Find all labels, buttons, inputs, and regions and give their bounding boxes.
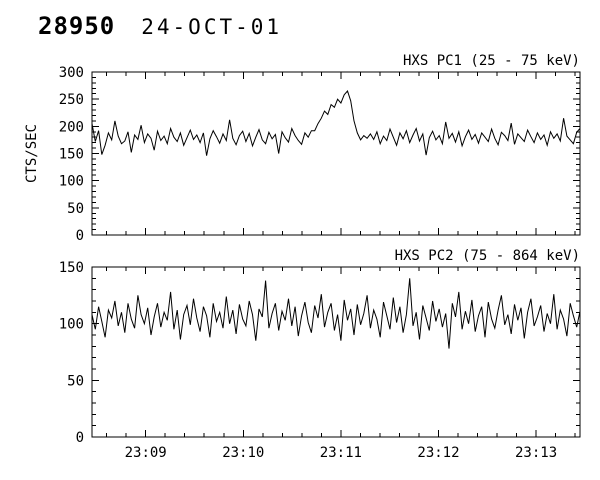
pc2-y-tick-label: 0: [76, 430, 84, 446]
pc2-panel: 0 50 100 150 23:09 23:10 23:11 23:12 23:13 HXS PC…: [59, 248, 581, 461]
plot-header: 28950 24-OCT-01: [38, 12, 282, 40]
x-tick-label: 23:09: [125, 445, 167, 461]
pc1-frame: [91, 71, 581, 236]
pc1-y-tick-label: 250: [59, 92, 84, 108]
pc1-title: HXS PC1 (25 - 75 keV): [403, 53, 580, 69]
event-number: 28950: [38, 12, 116, 40]
pc1-y-tick-label: 200: [59, 119, 84, 135]
pc1-trace: [91, 90, 581, 156]
pc2-title: HXS PC2 (75 - 864 keV): [395, 248, 580, 264]
x-tick-label: 23:12: [417, 445, 459, 461]
pc1-panel: 0 50 100 150 200 250 300 HXS PC1 (25 - 75 keV) C…: [24, 53, 581, 244]
x-tick-label: 23:13: [515, 445, 557, 461]
x-tick-label: 23:10: [222, 445, 264, 461]
pc1-y-tick-label: 300: [59, 65, 84, 81]
pc1-y-tick-label: 150: [59, 147, 84, 163]
pc1-y-tick-label: 100: [59, 174, 84, 190]
pc2-trace: [91, 278, 581, 349]
pc2-y-tick-label: 150: [59, 260, 84, 276]
pc2-y-tick-label: 50: [67, 373, 84, 389]
pc1-y-tick-label: 50: [67, 201, 84, 217]
pc2-frame: [91, 266, 581, 438]
x-tick-label: 23:11: [320, 445, 362, 461]
observation-date: 24-OCT-01: [141, 15, 283, 39]
pc1-y-tick-label: 0: [76, 228, 84, 244]
pc1-ylabel: CTS/SEC: [24, 124, 40, 183]
pc2-y-tick-label: 100: [59, 317, 84, 333]
